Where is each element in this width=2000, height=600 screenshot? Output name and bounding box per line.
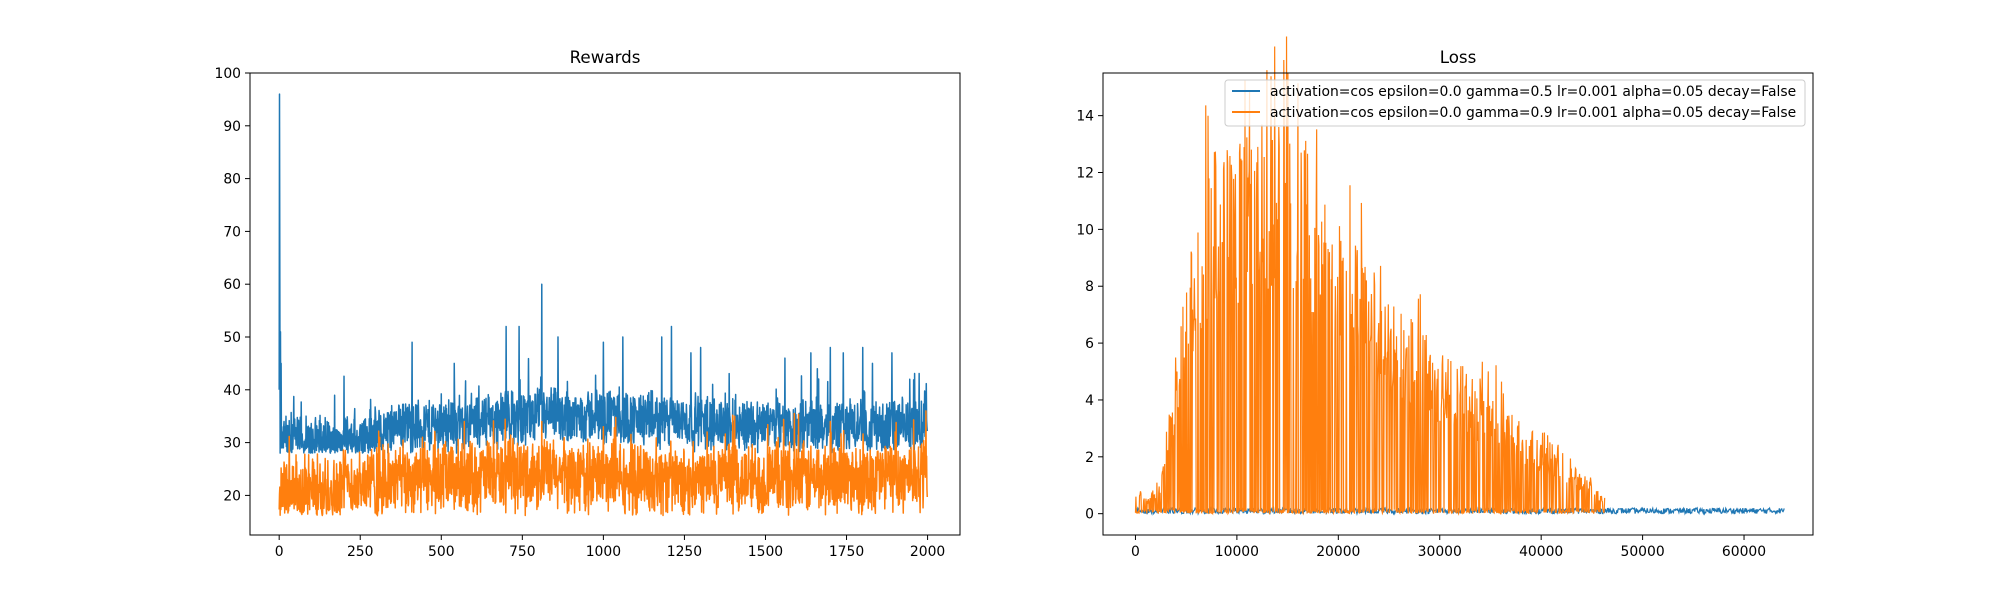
loss-title: Loss [1440, 47, 1477, 67]
rewards-x-tick-label: 1500 [748, 544, 783, 560]
loss-x-tick-label: 60000 [1722, 544, 1766, 560]
rewards-x-tick-label: 750 [509, 544, 536, 560]
loss-y-tick-label: 8 [1085, 279, 1094, 295]
rewards-axes-frame [249, 72, 961, 536]
rewards-series-gamma-0-5-line [278, 93, 929, 454]
rewards-series-gamma-0-9-line [278, 410, 929, 517]
rewards-x-tick-label: 2000 [910, 544, 945, 560]
loss-series-gamma-0-9-line [1134, 36, 1606, 516]
loss-ticks-group: 0 10000 20000 30000 40000 50000 60000 0 2 4 6 8 10 12… [1076, 109, 1766, 560]
legend-label-gamma-0-5: activation=cos epsilon=0.0 gamma=0.5 lr=… [1270, 84, 1796, 100]
loss-axes-frame [1102, 72, 1814, 536]
rewards-x-tick-label: 1750 [829, 544, 864, 560]
rewards-y-tick-label: 90 [223, 119, 241, 135]
loss-y-tick-label: 4 [1085, 393, 1094, 409]
loss-y-tick-label: 14 [1076, 109, 1094, 125]
rewards-series-group [278, 93, 929, 517]
rewards-x-tick-label: 1000 [586, 544, 621, 560]
legend-label-gamma-0-9: activation=cos epsilon=0.0 gamma=0.9 lr=… [1270, 105, 1796, 121]
rewards-y-tick-label: 100 [214, 66, 241, 82]
rewards-x-tick-label: 1250 [667, 544, 702, 560]
rewards-x-tick-label: 500 [428, 544, 455, 560]
rewards-x-tick-label: 0 [275, 544, 284, 560]
rewards-y-tick-label: 30 [223, 436, 241, 452]
loss-legend: activation=cos epsilon=0.0 gamma=0.5 lr=… [1224, 79, 1806, 127]
loss-x-tick-label: 50000 [1620, 544, 1664, 560]
loss-x-tick-label: 0 [1131, 544, 1140, 560]
rewards-y-tick-label: 80 [223, 172, 241, 188]
legend-box [1224, 79, 1806, 127]
loss-x-tick-label: 30000 [1418, 544, 1462, 560]
loss-y-tick-label: 2 [1085, 450, 1094, 466]
rewards-chart: Rewards 0 250 500 750 1000 1250 1500 1750 2000 20… [214, 47, 961, 560]
rewards-ticks-group: 0 250 500 750 1000 1250 1500 1750 2000 20 30 40 50 60… [214, 66, 945, 560]
loss-y-tick-label: 12 [1076, 166, 1094, 182]
loss-y-tick-label: 0 [1085, 507, 1094, 523]
loss-x-tick-label: 20000 [1316, 544, 1360, 560]
rewards-y-tick-label: 70 [223, 224, 241, 240]
rewards-y-tick-label: 50 [223, 330, 241, 346]
loss-x-tick-label: 40000 [1519, 544, 1563, 560]
rewards-y-tick-label: 20 [223, 488, 241, 504]
rewards-x-tick-label: 250 [347, 544, 374, 560]
rewards-y-tick-label: 40 [223, 383, 241, 399]
rewards-title: Rewards [570, 47, 641, 67]
loss-y-tick-label: 10 [1076, 222, 1094, 238]
loss-x-tick-label: 10000 [1215, 544, 1259, 560]
loss-chart: Loss 0 10000 20000 30000 40000 50000 60000 0 2 4 6… [1076, 36, 1814, 560]
loss-series-group [1134, 36, 1785, 516]
rewards-y-tick-label: 60 [223, 277, 241, 293]
loss-y-tick-label: 6 [1085, 336, 1094, 352]
